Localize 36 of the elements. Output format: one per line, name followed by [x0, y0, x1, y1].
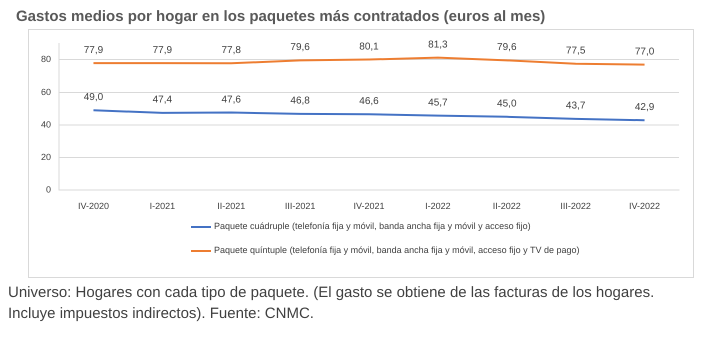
y-tick-label: 80: [40, 54, 52, 64]
data-label: 43,7: [566, 100, 586, 112]
x-tick-label: I-2022: [425, 201, 451, 212]
data-label: 81,3: [428, 39, 448, 50]
data-label: 47,6: [221, 94, 242, 106]
chart-title: Gastos medios por hogar en los paquetes más contratados (euros al mes): [16, 8, 546, 25]
data-label: 45,7: [428, 97, 448, 108]
x-tick-label: IV-2020: [78, 201, 109, 212]
data-label: 79,6: [290, 42, 310, 54]
y-tick-label: 40: [40, 119, 52, 130]
data-label: 77,9: [84, 44, 104, 56]
data-label: 77,0: [634, 46, 655, 58]
y-tick-label: 20: [40, 152, 52, 162]
text: Universo: Hogares con cada tipo de paquete. (El gasto se obtiene de las facturas de los hogares. Incluye impuestos indirectos). Fuente: CNMC.: [8, 283, 656, 324]
data-label: 49,0: [84, 92, 104, 104]
x-tick-label: I-2021: [150, 201, 176, 212]
data-label: 80,1: [359, 41, 380, 52]
data-label: 47,4: [152, 94, 173, 106]
data-label: 77,5: [566, 46, 586, 57]
x-tick-label: III-2021: [284, 201, 316, 212]
x-tick-label: III-2022: [560, 201, 591, 212]
data-label: 77,9: [152, 44, 173, 56]
data-label: 46,6: [359, 96, 380, 107]
data-label: 45,0: [497, 98, 517, 110]
x-tick-label: IV-2021: [353, 201, 385, 212]
data-label: 79,6: [497, 42, 517, 54]
data-label: 42,9: [634, 102, 655, 113]
y-tick-label: 60: [40, 86, 52, 97]
data-label: 77,8: [221, 45, 242, 56]
y-tick-label: 0: [46, 184, 52, 195]
x-tick-label: IV-2022: [629, 201, 660, 212]
x-tick-label: II-2021: [217, 201, 246, 212]
x-tick-label: II-2022: [492, 201, 521, 212]
legend-label: Paquete quíntuple (telefonía fija y móvil, banda ancha fija y móvil, acceso fijo y TV de pago): [214, 245, 580, 255]
legend-label: Paquete cuádruple (telefonía fija y móvil, banda ancha fija y móvil y acceso fijo): [214, 221, 531, 231]
data-label: 46,8: [290, 96, 310, 107]
